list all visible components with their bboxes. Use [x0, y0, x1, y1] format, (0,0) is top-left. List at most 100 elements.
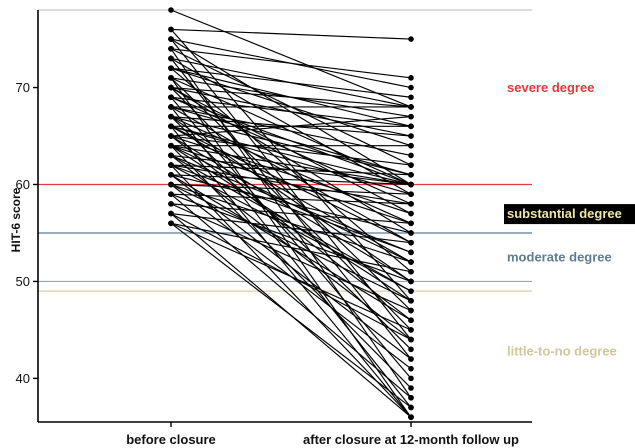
point-after-72 — [408, 181, 414, 188]
y-tick-label-50: 50 — [16, 274, 30, 289]
point-after-1 — [408, 36, 414, 42]
point-after-76 — [408, 288, 414, 294]
point-before-78 — [168, 84, 174, 91]
series-line-1 — [170, 28, 412, 40]
point-after-67 — [408, 268, 414, 275]
series-line-79 — [170, 67, 412, 127]
axes — [37, 10, 532, 423]
point-after-12 — [408, 94, 414, 101]
series-line-12 — [170, 67, 412, 98]
point-after-25 — [408, 375, 414, 382]
y-tick-label-60: 60 — [16, 177, 30, 192]
series-line-60 — [170, 193, 412, 282]
point-before-66 — [168, 210, 174, 217]
point-after-38 — [408, 113, 414, 120]
series-line-81 — [170, 125, 412, 244]
y-axis-label: HIT-6 score — [9, 187, 23, 252]
series-line-77 — [170, 174, 412, 360]
point-after-75 — [408, 220, 414, 227]
series-points — [168, 7, 414, 420]
point-before-75 — [168, 113, 174, 120]
point-after-56 — [408, 191, 414, 197]
y-ticks: 40 50 60 70 — [16, 80, 38, 386]
point-after-66 — [408, 414, 414, 420]
series-line-83 — [170, 183, 412, 302]
point-before-61 — [168, 191, 174, 197]
point-after-69 — [408, 404, 414, 411]
point-before-79 — [168, 65, 174, 71]
series-line-69 — [170, 222, 412, 408]
point-after-30 — [408, 133, 414, 139]
point-before-72 — [168, 94, 174, 101]
series-line-68 — [170, 222, 412, 331]
point-after-78 — [408, 210, 414, 217]
series-line-76 — [170, 154, 412, 292]
series-line-82 — [170, 145, 412, 263]
series-line-62 — [170, 203, 412, 224]
point-before-18 — [168, 75, 174, 81]
series-line-74 — [170, 135, 412, 282]
y-tick-label-40: 40 — [16, 371, 30, 386]
series-line-70 — [170, 125, 412, 186]
series-line-27 — [170, 106, 412, 156]
series-line-0 — [170, 9, 412, 108]
point-before-83 — [168, 181, 174, 188]
point-after-59 — [408, 201, 414, 207]
point-after-61 — [408, 394, 414, 401]
point-after-74 — [408, 278, 414, 285]
point-before-69 — [168, 220, 174, 227]
zone-label-3: little-to-no degree — [507, 344, 617, 359]
point-after-77 — [408, 356, 414, 362]
point-after-45 — [408, 385, 414, 391]
series-lines — [170, 9, 412, 418]
point-before-77 — [168, 172, 174, 178]
zone-label-0: severe degree — [507, 80, 594, 95]
series-line-53 — [170, 174, 412, 186]
series-line-38 — [170, 116, 412, 137]
point-after-27 — [408, 152, 414, 159]
point-after-83 — [408, 298, 414, 304]
series-line-80 — [170, 106, 412, 176]
series-line-59 — [170, 193, 412, 205]
x-tick-label-1: after closure at 12-month follow up — [303, 432, 519, 447]
point-before-73 — [168, 162, 174, 168]
point-after-68 — [408, 327, 414, 333]
series-line-33 — [170, 116, 412, 350]
zone-label-1: substantial degree — [507, 206, 622, 221]
series-line-63 — [170, 203, 412, 312]
point-after-58 — [408, 365, 414, 372]
point-after-33 — [408, 346, 414, 353]
point-after-39 — [408, 162, 414, 168]
point-before-8 — [168, 45, 174, 52]
series-line-71 — [170, 145, 412, 186]
series-line-37 — [170, 125, 412, 418]
point-after-26 — [408, 104, 414, 110]
point-before-5 — [168, 36, 174, 42]
point-after-63 — [408, 307, 414, 314]
y-tick-label-70: 70 — [16, 80, 30, 95]
series-line-75 — [170, 116, 412, 224]
point-after-81 — [408, 239, 414, 246]
point-before-74 — [168, 133, 174, 139]
point-before-63 — [168, 201, 174, 207]
series-line-40 — [170, 135, 412, 215]
series-line-6 — [170, 48, 412, 79]
series-line-56 — [170, 183, 412, 195]
point-after-65 — [408, 336, 414, 343]
point-before-11 — [168, 55, 174, 62]
point-before-2 — [168, 26, 174, 33]
point-before-0 — [168, 7, 174, 13]
point-after-79 — [408, 123, 414, 130]
point-after-55 — [408, 317, 414, 324]
point-after-42 — [408, 142, 414, 149]
point-after-73 — [408, 249, 414, 256]
point-before-76 — [168, 152, 174, 159]
point-before-81 — [168, 123, 174, 130]
point-after-6 — [408, 75, 414, 81]
point-after-80 — [408, 172, 414, 178]
series-line-23 — [170, 96, 412, 127]
point-after-82 — [408, 259, 414, 265]
series-line-67 — [170, 222, 412, 273]
x-tick-label-0: before closure — [126, 432, 216, 447]
